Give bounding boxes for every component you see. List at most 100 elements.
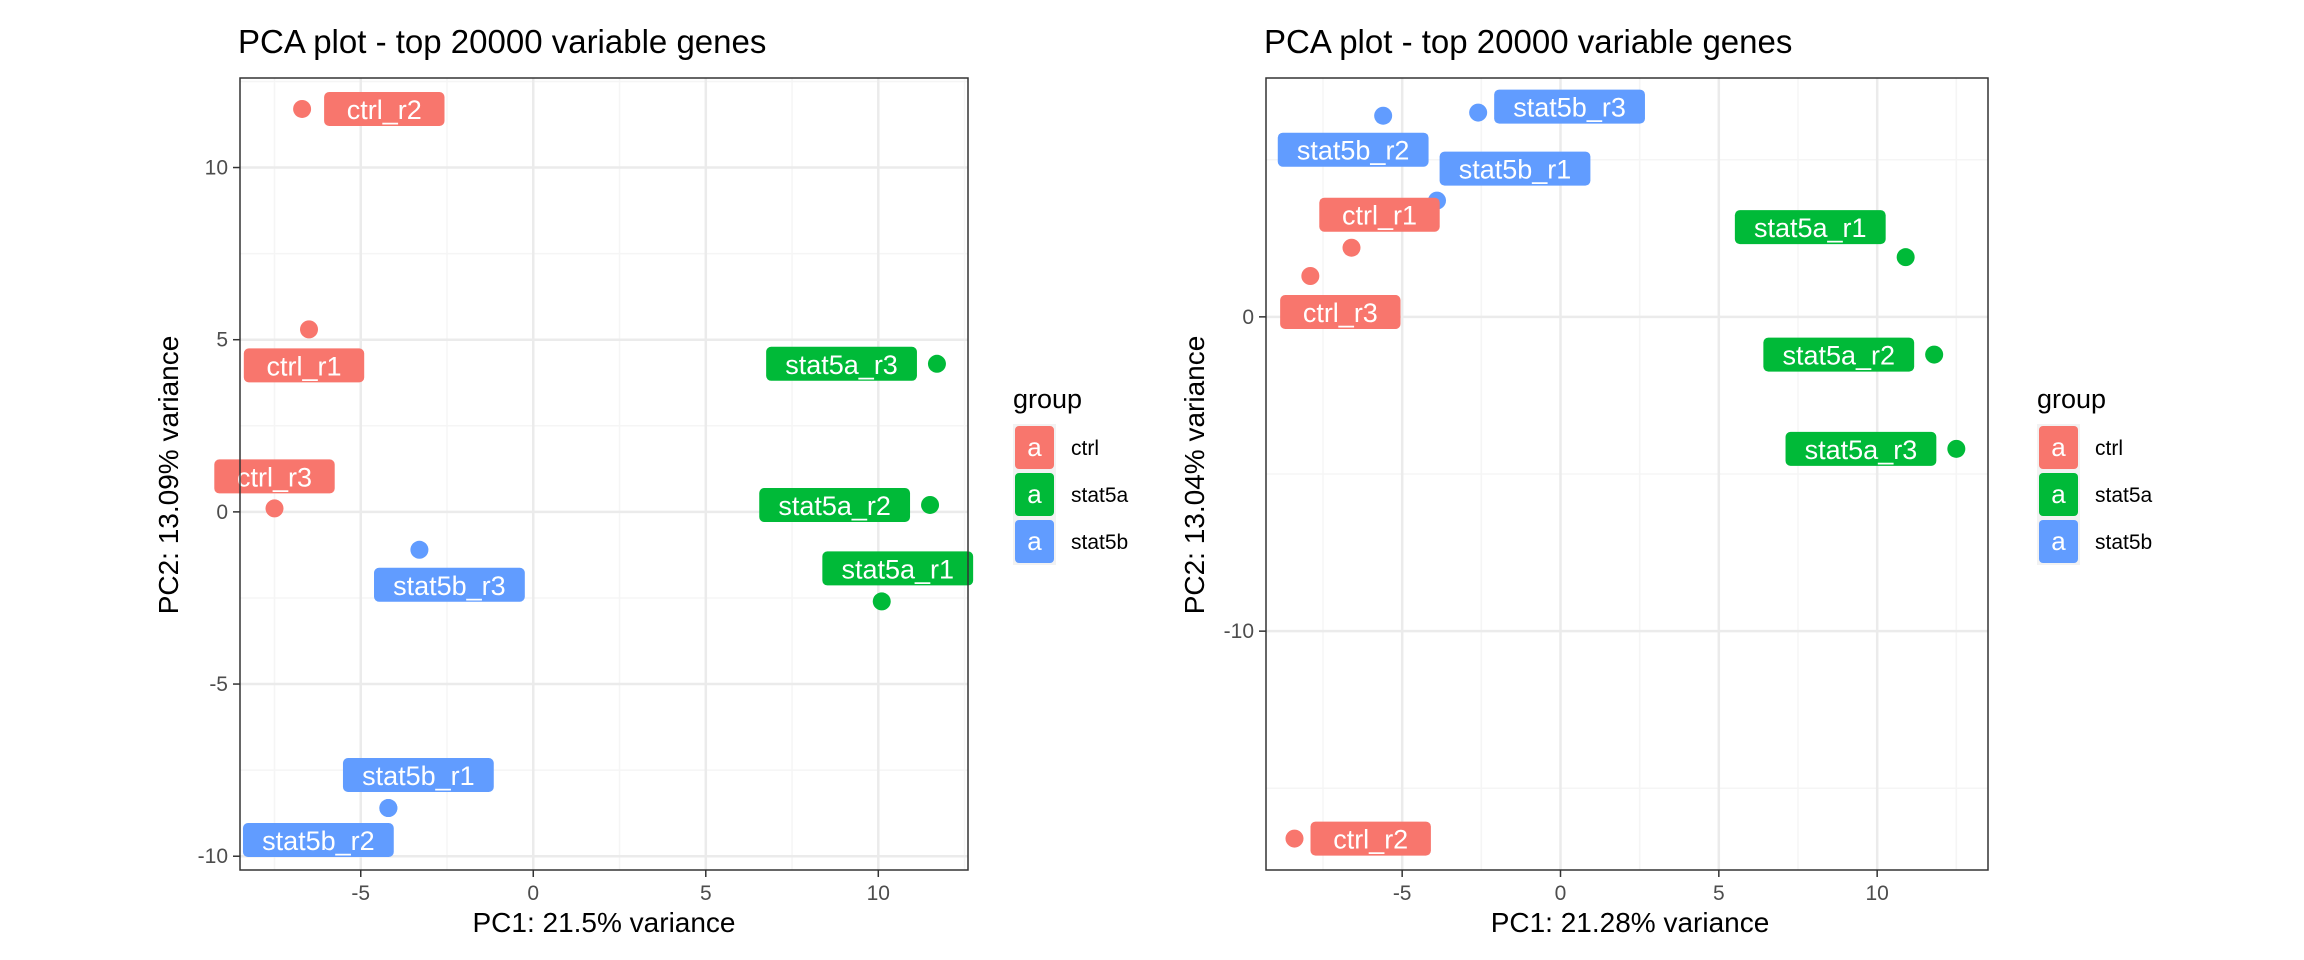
label-text: ctrl_r3 [1303, 298, 1378, 328]
label-box [822, 551, 974, 586]
y-tick-label: 10 [205, 157, 228, 180]
label-text: stat5b_r1 [362, 761, 475, 791]
point-label: ctrl_r1 [1319, 197, 1440, 232]
legend-key-glyph: a [1027, 526, 1042, 556]
legend-key [1015, 473, 1054, 516]
label-text: ctrl_r1 [266, 351, 341, 381]
label-text: stat5b_r3 [393, 571, 506, 601]
legend-entry: a stat5a [1013, 471, 1129, 518]
data-point [293, 99, 312, 118]
data-point [379, 799, 398, 818]
label-box [374, 567, 525, 602]
legend-title: group [1013, 384, 1082, 414]
label-box [759, 487, 911, 522]
data-point [1374, 106, 1393, 125]
label-text: stat5a_r1 [841, 554, 954, 584]
data-point [1896, 248, 1915, 267]
data-point [265, 499, 284, 518]
panel-border [1265, 77, 1989, 871]
x-axis-label: PC1: 21.5% variance [472, 907, 735, 938]
legend-key-glyph: a [1027, 479, 1042, 509]
label-box [242, 823, 394, 858]
legend-label: stat5a [1071, 484, 1129, 507]
point-label: stat5b_r3 [374, 567, 525, 602]
legend-key [1015, 426, 1054, 469]
label-box [1277, 132, 1429, 167]
legend-entry: a stat5b [2037, 518, 2152, 565]
label-text: stat5b_r2 [1297, 136, 1410, 166]
legend-key-glyph: a [2051, 526, 2066, 556]
y-tick-label: 0 [216, 501, 228, 524]
x-tick-label: 5 [700, 882, 712, 905]
pca-plot-right: PCA plot - top 20000 variable genes PC1:… [1179, 23, 1989, 938]
data-point [1342, 238, 1361, 257]
point-label: stat5a_r2 [1763, 337, 1915, 372]
label-text: stat5b_r1 [1459, 155, 1572, 185]
point-label: stat5a_r1 [1734, 210, 1886, 245]
label-text: ctrl_r2 [347, 95, 422, 125]
legend-key [2039, 426, 2078, 469]
x-tick-label: 5 [1713, 882, 1725, 905]
point-label: stat5b_r1 [342, 758, 494, 793]
x-tick-label: -5 [351, 882, 370, 905]
label-box [1280, 295, 1401, 329]
legend-key-glyph: a [2051, 479, 2066, 509]
legend-label: stat5b [1071, 531, 1128, 554]
y-tick-label: 5 [216, 329, 228, 352]
label-text: stat5a_r3 [785, 350, 898, 380]
point-label: ctrl_r3 [1280, 295, 1401, 329]
legend-key [1015, 520, 1054, 563]
data-point [927, 354, 946, 373]
point-label: ctrl_r1 [243, 348, 365, 383]
legend-entry: a stat5b [1013, 518, 1128, 565]
x-tick-label: 10 [1865, 882, 1888, 905]
legend-key-glyph: a [1027, 432, 1042, 462]
point-label: stat5b_r3 [1494, 89, 1645, 124]
point-label: stat5a_r2 [759, 487, 911, 522]
y-tick-label: -10 [1224, 620, 1254, 643]
label-box [324, 91, 445, 126]
point-label: stat5b_r2 [1277, 132, 1429, 167]
y-tick-label: 0 [1242, 306, 1254, 329]
label-box [1785, 431, 1937, 466]
point-label: stat5a_r3 [1785, 431, 1937, 466]
x-tick-label: 0 [1555, 882, 1567, 905]
label-text: ctrl_r1 [1342, 201, 1417, 231]
chart-title: PCA plot - top 20000 variable genes [238, 23, 766, 60]
label-text: ctrl_r3 [237, 462, 312, 492]
label-box [243, 348, 365, 383]
label-box [1734, 210, 1886, 245]
chart-title: PCA plot - top 20000 variable genes [1264, 23, 1792, 60]
point-label: ctrl_r2 [324, 91, 445, 126]
legend-label: stat5b [2095, 531, 2152, 554]
x-tick-label: 0 [527, 882, 539, 905]
data-point [1469, 103, 1488, 122]
label-text: stat5b_r3 [1513, 93, 1626, 123]
panel-border [239, 77, 969, 871]
label-text: stat5a_r2 [778, 491, 891, 521]
label-box [766, 346, 917, 381]
y-tick-label: -10 [198, 845, 228, 868]
y-axis-label: PC2: 13.04% variance [1179, 336, 1210, 615]
label-box [1494, 89, 1645, 124]
point-label: ctrl_r3 [214, 459, 335, 494]
data-point [1285, 829, 1304, 848]
label-box [1310, 821, 1431, 856]
label-box [342, 758, 494, 793]
label-text: ctrl_r2 [1333, 825, 1408, 855]
y-tick-label: -5 [209, 673, 228, 696]
label-box [1763, 337, 1915, 372]
x-axis-label: PC1: 21.28% variance [1491, 907, 1770, 938]
legend-label: stat5a [2095, 484, 2153, 507]
data-point [872, 592, 891, 611]
x-tick-label: -5 [1393, 882, 1412, 905]
x-tick-label: 10 [867, 882, 890, 905]
legend-key [2039, 473, 2078, 516]
label-text: stat5b_r2 [262, 826, 375, 856]
legend-key [2039, 520, 2078, 563]
point-label: stat5b_r1 [1439, 151, 1591, 186]
label-text: stat5a_r2 [1782, 341, 1895, 371]
data-point [410, 540, 429, 559]
label-text: stat5a_r1 [1754, 213, 1867, 243]
